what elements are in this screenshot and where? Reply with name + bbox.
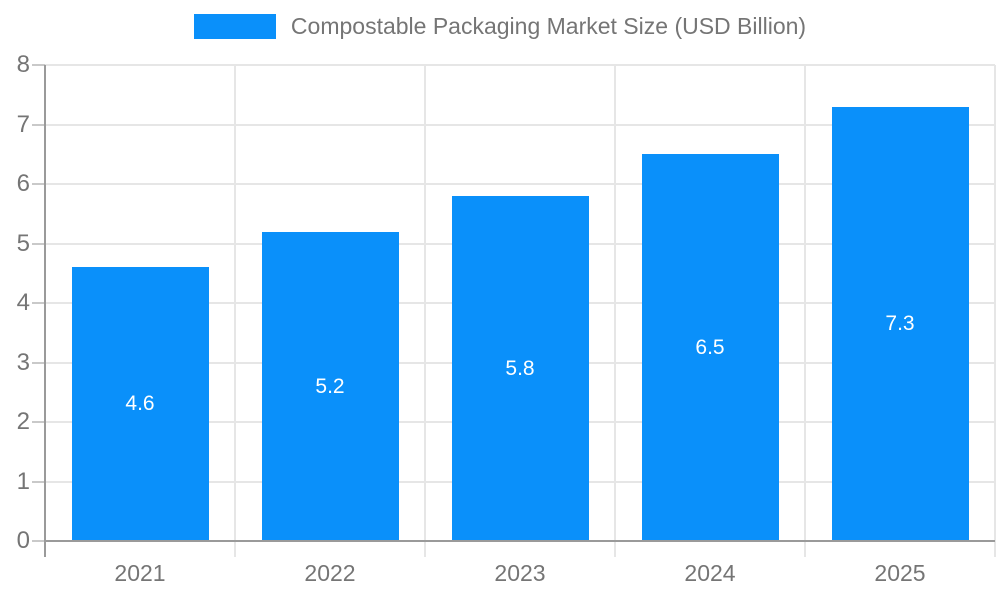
legend-swatch — [193, 14, 276, 39]
y-axis-tick — [32, 302, 45, 304]
bar-2023 — [451, 196, 589, 541]
y-axis-tick — [32, 123, 45, 126]
gridline-vertical — [804, 65, 806, 557]
x-axis-label: 2025 — [874, 560, 926, 586]
bar-2021 — [71, 267, 209, 541]
x-axis-label: 2024 — [684, 560, 736, 586]
bar-value-label: 4.6 — [125, 392, 155, 415]
y-axis-tick — [32, 242, 45, 245]
legend-label: Compostable Packaging Market Size (USD B… — [290, 13, 807, 39]
y-axis-label: 4 — [16, 289, 30, 316]
chart-legend-item[interactable]: Compostable Packaging Market Size (USD B… — [0, 14, 1000, 39]
y-axis-tick — [32, 421, 45, 423]
x-axis-label: 2023 — [494, 560, 546, 586]
y-axis-tick — [32, 64, 45, 66]
bar-2022 — [261, 232, 399, 541]
gridline-horizontal — [45, 64, 995, 66]
y-axis-tick — [32, 540, 45, 542]
y-axis-label: 7 — [16, 110, 30, 138]
gridline-vertical — [614, 65, 616, 557]
gridline-vertical — [994, 65, 996, 557]
bar-2025 — [831, 107, 969, 541]
bar-2024 — [641, 154, 779, 541]
x-axis-label: 2022 — [304, 560, 356, 586]
x-axis-line — [45, 540, 995, 542]
gridline-vertical — [424, 65, 426, 557]
y-axis-label: 3 — [16, 348, 30, 376]
x-axis-label: 2021 — [114, 560, 166, 586]
gridline-horizontal — [45, 183, 995, 185]
gridline-vertical — [234, 65, 236, 557]
y-axis-tick — [32, 480, 45, 483]
y-axis-label: 2 — [16, 408, 30, 435]
y-axis-tick — [32, 183, 45, 185]
y-axis-line — [44, 65, 46, 557]
y-axis-label: 0 — [16, 527, 30, 554]
bar-value-label: 5.2 — [315, 374, 345, 398]
bar-value-label: 6.5 — [695, 335, 725, 359]
bar-value-label: 7.3 — [885, 312, 915, 335]
y-axis-tick — [32, 361, 45, 364]
y-axis-label: 6 — [16, 170, 30, 197]
bar-value-label: 5.8 — [505, 356, 535, 380]
y-axis-label: 8 — [16, 51, 30, 78]
gridline-horizontal — [45, 123, 995, 126]
y-axis-label: 1 — [16, 467, 30, 495]
y-axis-label: 5 — [16, 229, 30, 257]
